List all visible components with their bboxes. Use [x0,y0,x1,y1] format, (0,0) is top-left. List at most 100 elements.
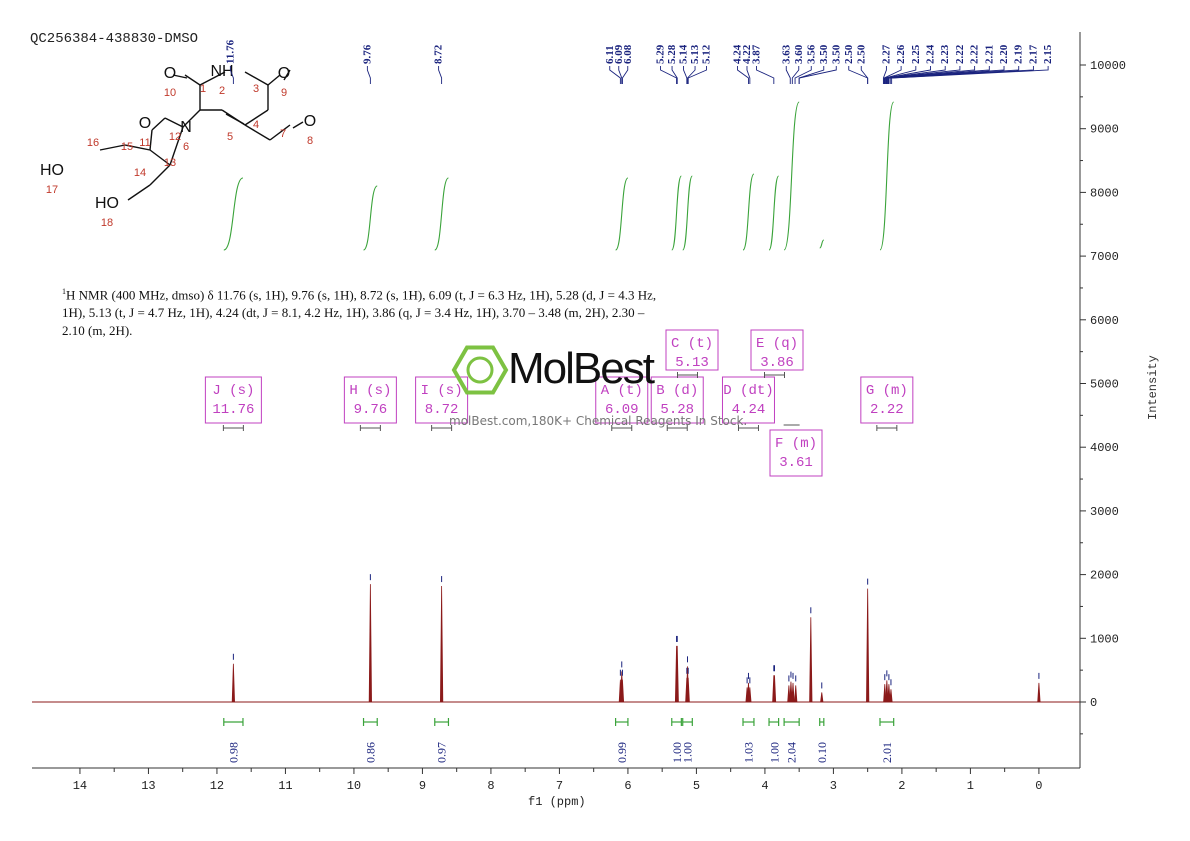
x-tick-label: 6 [624,779,631,793]
spectrum-peak [231,663,235,703]
peak-label-leader [687,66,696,84]
integral-curve [742,173,755,251]
x-axis-title: f1 (ppm) [528,795,586,809]
x-tick-label: 0 [1035,779,1042,793]
bond-line [184,74,201,86]
multiplet-shift: 5.13 [675,355,709,371]
peak-label: 5.13 [689,44,701,64]
logo-ring [466,356,494,384]
y-tick-label: 8000 [1090,186,1119,200]
integral-curve [362,185,378,251]
multiplet-label: F (m) [775,436,817,452]
integral-curve [879,101,895,251]
spectrum-peak [883,684,887,703]
multiplet-shift: 8.72 [425,402,459,418]
peak-label: 2.20 [998,44,1010,64]
spectrum-peak [1037,682,1041,703]
x-tick-label: 7 [556,779,563,793]
x-tick-label: 14 [73,779,87,793]
peak-label: 4.22 [741,44,753,64]
y-tick-label: 1000 [1090,632,1119,646]
carbon-number: 12 [169,131,181,143]
spectrum-peak [440,586,444,703]
integral-curves [223,101,895,251]
multiplet-label: J (s) [212,383,254,399]
integral-value: 2.01 [880,742,894,763]
spectrum-peak [748,687,752,703]
spectrum-peak [791,682,795,703]
multiplet-shift: 4.24 [732,402,766,418]
peak-label-leader [887,66,1005,84]
integral-curve [768,175,780,251]
peak-label-leader [882,66,887,84]
spectrum-peak [887,684,891,703]
peak-label-leader [609,66,621,84]
peak-label: 3.50 [818,44,830,64]
peak-label: 2.27 [880,44,892,64]
double-bond-line [292,121,304,129]
atom-number: 2 [219,85,225,97]
multiplet-shift: 6.09 [605,402,639,418]
peak-label-leader [885,66,946,84]
atom-label: HO [40,162,64,179]
peak-label: 6.11 [604,45,616,64]
peak-label: 2.50 [855,44,867,64]
double-bond-line [283,69,291,81]
spectrum-peak [789,681,793,703]
peak-label: 3.63 [780,44,792,64]
carbon-number: 13 [164,157,176,169]
peak-label: 2.26 [895,44,907,64]
peak-label: 5.29 [655,44,667,64]
x-tick-label: 11 [278,779,292,793]
y-tick-label: 10000 [1090,59,1126,73]
multiplet-label: H (s) [349,383,391,399]
peak-label-leader [883,66,902,84]
multiplet-box [204,376,262,424]
peak-label: 3.50 [830,44,842,64]
peak-label-leader [687,66,708,84]
peak-label: 11.76 [224,39,236,64]
carbon-number: 3 [253,83,259,95]
integral-value: 2.04 [785,742,799,763]
bond-line [124,144,151,151]
bond-line [99,144,126,151]
peak-label: 3.87 [750,44,762,64]
peak-label: 2.23 [939,44,951,64]
x-tick-label: 3 [830,779,837,793]
peak-label-leader [785,66,791,84]
y-tick-label: 5000 [1090,378,1119,392]
peak-label-leader [683,66,688,84]
multiplet-shift: 3.61 [779,455,813,471]
bond-line [269,124,291,141]
multiplet-label: A (t) [601,383,643,399]
peak-label: 6.08 [622,44,634,64]
peak-label: 2.22 [954,44,966,64]
x-tick-label: 4 [761,779,768,793]
y-tick-label: 4000 [1090,441,1119,455]
y-tick-label: 9000 [1090,123,1119,137]
x-tick-label: 1 [967,779,974,793]
multiplet-shift: 2.22 [870,402,904,418]
peak-label-leader [860,66,869,84]
integral-value: 0.99 [615,742,629,763]
peak-label: 3.60 [793,44,805,64]
peak-label-group: 11.76 9.76 8.72 6.116.096.08 5.29 5.28 5.14 5.1… [224,39,1054,84]
carbon-number: 16 [87,137,99,149]
peak-label: 2.25 [910,44,922,64]
watermark-tagline: molBest.com,180K+ Chemical Reagents In S… [449,414,748,428]
multiplet-box [769,429,823,477]
nmr-description-text: H NMR (400 MHz, dmso) δ 11.76 (s, 1H), 9… [62,287,657,339]
peak-label: 5.12 [701,44,713,64]
atom-label: N [180,119,192,136]
multiplet-box [721,376,775,424]
atom-number: 8 [307,135,313,147]
atom-label: O [278,65,290,82]
bond-line [151,117,166,131]
multiplet-label: G (m) [866,383,908,399]
peak-label: 6.09 [613,44,625,64]
multiplet-box [665,329,719,371]
atom-number: 6 [183,141,189,153]
peak-label-leader [746,66,751,84]
bond-line [244,124,271,141]
